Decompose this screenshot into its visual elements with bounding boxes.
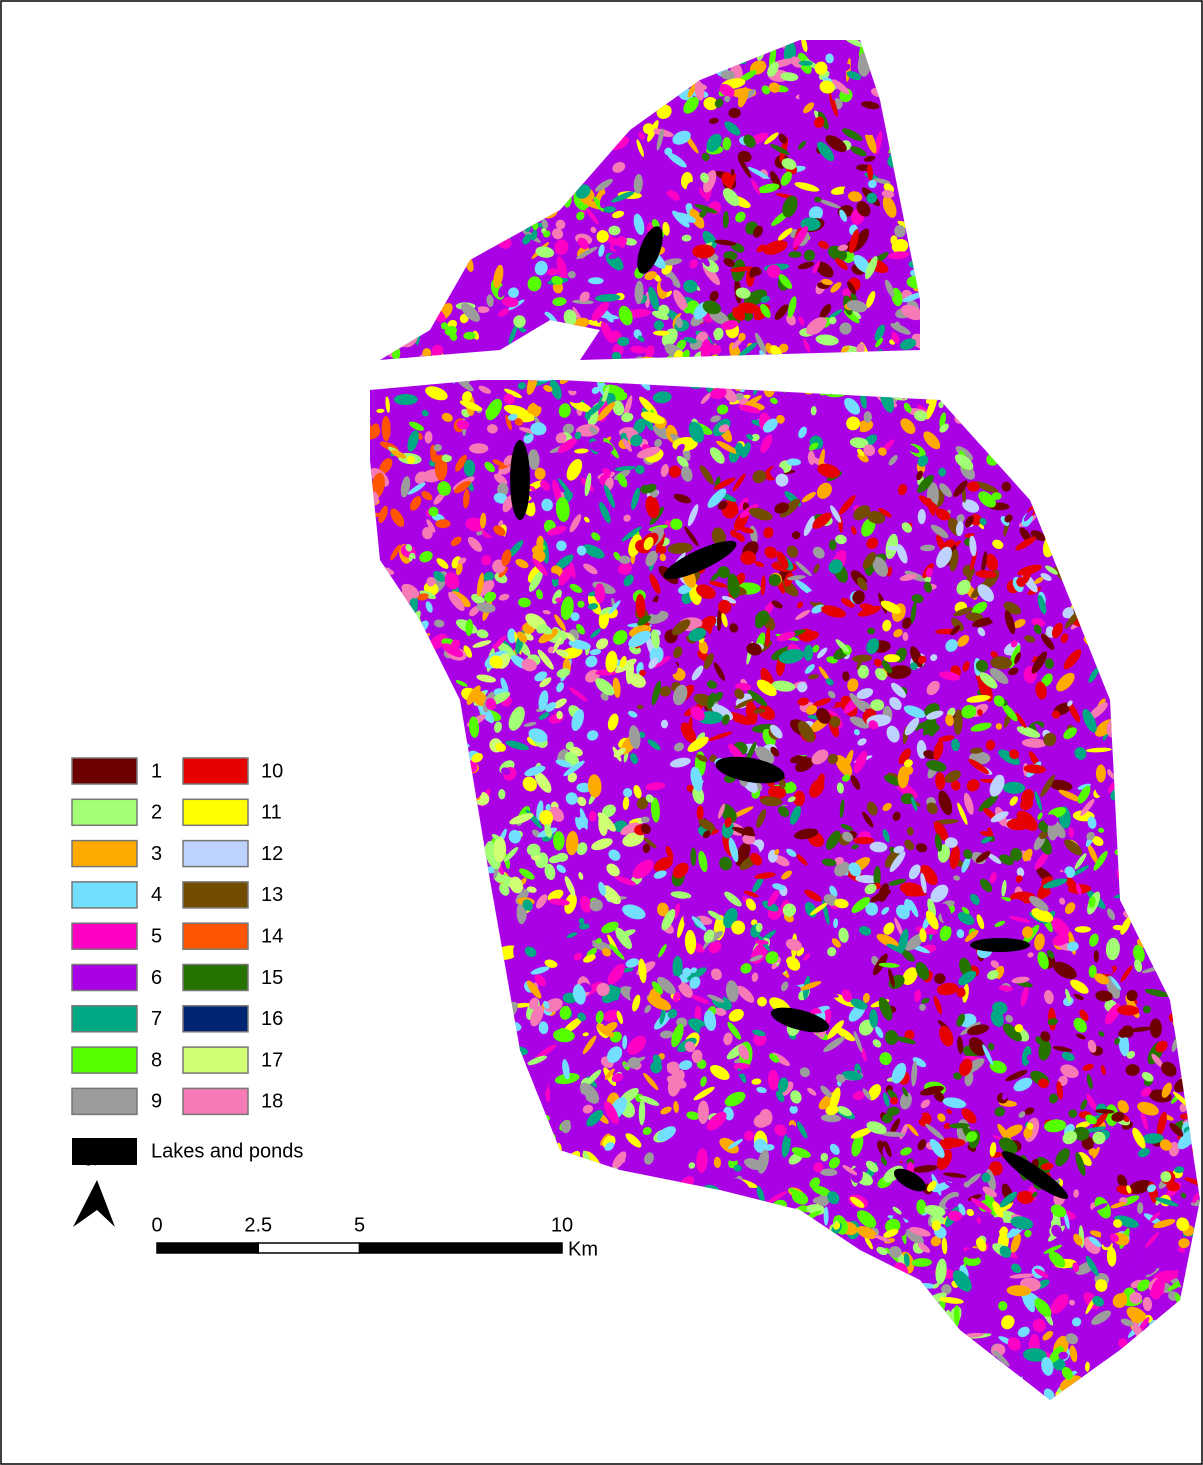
map-figure: N 123456789101112131415161718Lakes and p… [0, 0, 1203, 1465]
land-patch [1055, 727, 1068, 731]
land-patch [824, 1207, 829, 1226]
land-patch [789, 251, 802, 258]
land-patch [853, 837, 874, 844]
land-patch [469, 443, 488, 453]
land-patch [463, 332, 475, 340]
land-patch [553, 831, 565, 850]
land-patch [394, 394, 418, 405]
land-patch [697, 805, 704, 820]
land-patch [669, 662, 678, 675]
land-patch [1096, 765, 1106, 783]
land-patch [493, 837, 506, 863]
land-patch [661, 720, 668, 729]
